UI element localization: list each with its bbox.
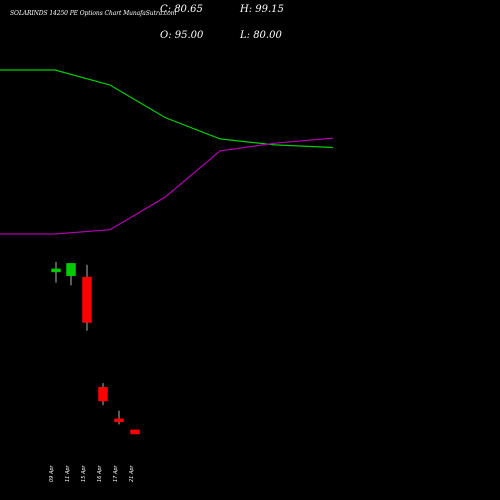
high-value: H: 99.15 xyxy=(240,4,284,15)
x-axis-labels: 09 Apr 11 Apr 15 Apr 16 Apr 17 Apr 21 Apr xyxy=(49,464,135,482)
candle-11-apr xyxy=(51,262,61,283)
x-label: 15 Apr xyxy=(81,464,87,482)
indicator-line-1 xyxy=(0,69,334,149)
low-value: L: 80.00 xyxy=(240,30,282,41)
candle-body xyxy=(51,268,61,273)
candle-body xyxy=(98,386,108,402)
candle-17-apr xyxy=(98,383,108,406)
candle-body xyxy=(66,263,76,277)
x-label: 09 Apr xyxy=(49,464,55,482)
x-label: 11 Apr xyxy=(65,464,71,482)
candle-15-apr xyxy=(66,263,76,286)
candle-21-apr xyxy=(114,410,124,425)
x-label: 21 Apr xyxy=(129,464,135,482)
chart-title: SOLARINDS 14250 PE Options Chart MunafaS… xyxy=(10,10,177,17)
close-value: C: 80.65 xyxy=(160,4,203,15)
x-label: 17 Apr xyxy=(113,464,119,482)
candlesticks xyxy=(51,262,140,435)
candle-body xyxy=(130,429,140,435)
indicator-line-2 xyxy=(0,137,334,235)
indicator-lines xyxy=(0,69,334,235)
candle-body xyxy=(82,276,92,323)
candle-22-apr xyxy=(130,429,140,435)
x-label: 16 Apr xyxy=(97,464,103,482)
candle-16-apr xyxy=(82,264,92,331)
candle-body xyxy=(114,418,124,423)
open-value: O: 95.00 xyxy=(160,30,204,41)
